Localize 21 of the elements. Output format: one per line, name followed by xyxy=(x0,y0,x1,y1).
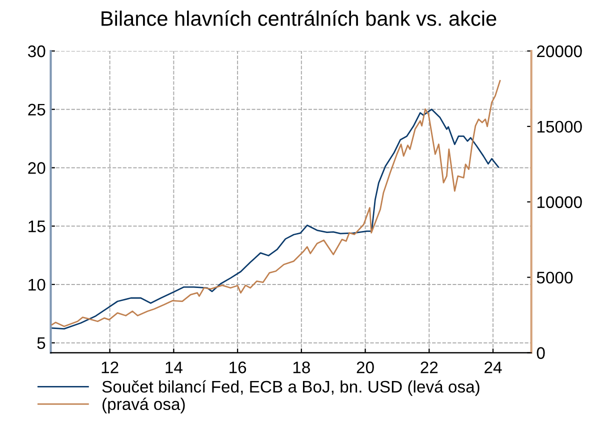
y-tick-label: 15 xyxy=(28,220,46,232)
x-tick-label: 24 xyxy=(484,362,502,374)
x-tick-label: 18 xyxy=(293,362,310,374)
y-tick-label: 20 xyxy=(28,162,46,174)
y2-tick-label: 15000 xyxy=(537,120,582,133)
y2-tick-label: 10000 xyxy=(537,196,582,208)
x-tick-label: 14 xyxy=(166,362,182,374)
y2-tick-label: 0 xyxy=(536,347,545,359)
legend-label: (pravá osa) xyxy=(102,398,185,414)
y-tick-label: 25 xyxy=(28,104,46,116)
y-tick-label: 30 xyxy=(28,45,46,58)
y-tick-label: 10 xyxy=(28,278,46,291)
y-tick-label: 5 xyxy=(37,337,46,350)
y2-tick-label: 20000 xyxy=(537,45,582,58)
y2-tick-label: 5000 xyxy=(536,272,573,284)
legend-label: Součet bilancí Fed, ECB a BoJ, bn. USD (levá osa) xyxy=(102,380,480,396)
x-tick-label: 16 xyxy=(230,362,246,374)
x-tick-label: 20 xyxy=(356,362,374,374)
x-tick-label: 22 xyxy=(420,362,438,374)
chart-title: Bilance hlavních centrálních bank vs. akcie xyxy=(102,10,496,26)
x-tick-label: 12 xyxy=(102,362,118,374)
